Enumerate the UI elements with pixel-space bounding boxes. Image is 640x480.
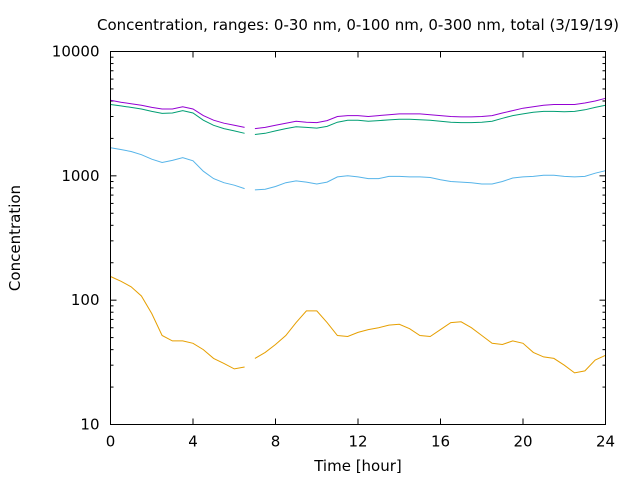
series-lines	[110, 97, 606, 374]
y-axis-label: Concentration	[6, 185, 24, 291]
plot-frame	[110, 51, 606, 425]
series-line-4	[110, 97, 606, 130]
series-line-2	[110, 147, 606, 191]
chart-title: Concentration, ranges: 0-30 nm, 0-100 nm…	[97, 16, 619, 34]
y-tick-label: 100	[71, 291, 100, 309]
series-line-1	[110, 276, 606, 374]
axis-tick-labels: 0 4 8 12 16 20 24 10 100 1000 10000	[52, 43, 615, 451]
y-tick-label: 10	[80, 416, 99, 434]
y-tick-label: 10000	[52, 43, 100, 61]
x-tick-label: 0	[106, 433, 116, 451]
x-axis-label: Time [hour]	[313, 457, 402, 475]
x-tick-label: 16	[431, 433, 450, 451]
x-tick-label: 24	[596, 433, 615, 451]
x-tick-label: 4	[188, 433, 198, 451]
series-line-3	[110, 104, 606, 135]
x-tick-label: 12	[348, 433, 367, 451]
y-tick-label: 1000	[61, 167, 99, 185]
x-tick-label: 8	[271, 433, 281, 451]
x-tick-label: 20	[513, 433, 532, 451]
